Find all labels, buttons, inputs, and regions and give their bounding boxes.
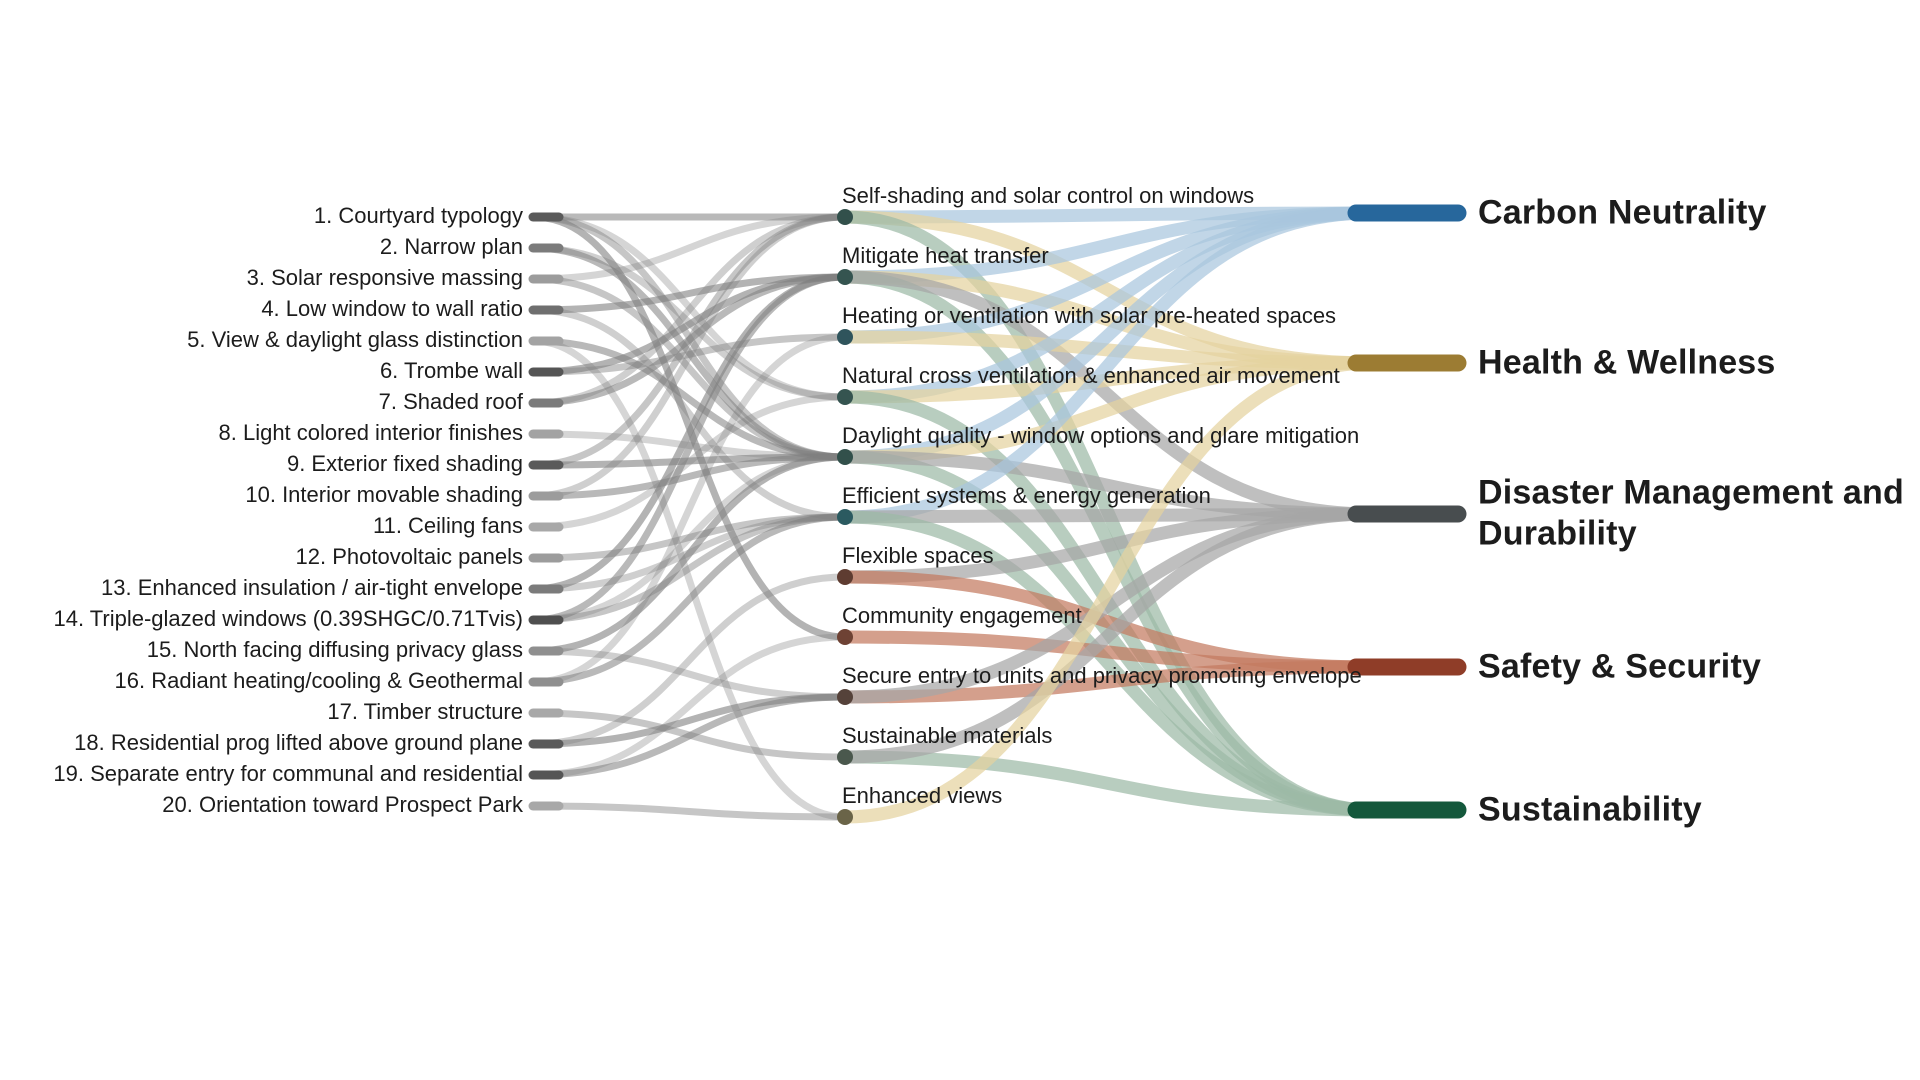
outcome-label: Sustainable materials: [842, 723, 1053, 748]
outcome-goal-ribbon: [838, 660, 1379, 704]
strategy-label: 15. North facing diffusing privacy glass: [146, 636, 523, 662]
strategy-outcome-ribbon: [529, 213, 849, 283]
outcome-label: Natural cross ventilation & enhanced air…: [842, 363, 1340, 388]
strategy-outcome-ribbon: [529, 213, 849, 469]
strategy-outcome-ribbon: [529, 633, 849, 779]
strategy-outcome-ribbon: [529, 273, 849, 624]
outcome-label: Self-shading and solar control on window…: [842, 183, 1255, 208]
strategy-outcome-ribbon: [529, 213, 849, 500]
outcome-label: Heating or ventilation with solar pre-he…: [842, 303, 1337, 328]
outcome-node: [837, 449, 853, 465]
strategy-outcome-ribbon: [529, 393, 849, 531]
outcome-label: Daylight quality - window options and gl…: [842, 423, 1360, 448]
strategy-outcome-ribbon: [529, 213, 849, 401]
outcome-node: [837, 269, 853, 285]
goal-label: Carbon Neutrality: [1478, 193, 1767, 232]
strategy-outcome-ribbon: [529, 802, 849, 821]
outcome-node: [837, 389, 853, 405]
strategy-outcome-ribbon: [529, 306, 849, 521]
strategy-outcome-ribbon: [529, 513, 849, 562]
outcome-goal-ribbon: [838, 510, 1379, 817]
strategy-outcome-ribbon: [529, 513, 849, 686]
goal-label: Sustainability: [1478, 790, 1702, 829]
strategy-label: 13. Enhanced insulation / air-tight enve…: [101, 574, 523, 600]
outcome-node: [837, 509, 853, 525]
strategy-label: 14. Triple-glazed windows (0.39SHGC/0.71…: [53, 605, 523, 631]
outcome-label: Community engagement: [842, 603, 1082, 628]
strategy-label: 3. Solar responsive massing: [246, 264, 523, 290]
strategy-outcome-ribbon: [529, 244, 849, 461]
strategy-label: 11. Ceiling fans: [372, 512, 523, 538]
strategy-label: 10. Interior movable shading: [245, 481, 523, 507]
strategy-outcome-ribbon: [529, 337, 849, 461]
strategy-label: 20. Orientation toward Prospect Park: [162, 791, 523, 817]
strategy-label: 19. Separate entry for communal and resi…: [53, 760, 523, 786]
outcome-goal-ribbon: [838, 270, 1379, 521]
strategy-label: 5. View & daylight glass distinction: [187, 326, 523, 352]
strategy-label: 2. Narrow plan: [379, 233, 523, 259]
strategy-outcome-ribbon: [529, 453, 849, 500]
outcome-node: [837, 689, 853, 705]
strategy-label: 6. Trombe wall: [379, 357, 523, 383]
strategy-label: 7. Shaded roof: [378, 388, 523, 414]
strategy-label: 18. Residential prog lifted above ground…: [74, 729, 523, 755]
outcome-node: [837, 809, 853, 825]
outcome-label: Enhanced views: [842, 783, 1003, 808]
outcome-goal-ribbon: [838, 507, 1379, 764]
outcome-label: Efficient systems & energy generation: [842, 483, 1211, 508]
outcome-goal-ribbon: [838, 356, 1379, 464]
outcome-goal-ribbon: [838, 750, 1379, 817]
goal-label: Safety & Security: [1478, 647, 1762, 686]
outcome-goal-ribbon: [838, 356, 1379, 824]
strategy-label: 16. Radiant heating/cooling & Geothermal: [114, 667, 523, 693]
strategy-label: 8. Light colored interior finishes: [218, 419, 524, 445]
strategy-outcome-ribbon: [529, 693, 849, 779]
outcome-node: [837, 629, 853, 645]
strategy-label: 1. Courtyard typology: [313, 202, 523, 228]
strategy-label: 12. Photovoltaic panels: [295, 543, 524, 569]
outcome-node: [837, 329, 853, 345]
goal-label: Disaster Management and Durability: [1478, 473, 1904, 553]
outcome-goal-ribbon: [838, 206, 1379, 524]
outcome-node: [837, 209, 853, 225]
outcome-node: [837, 569, 853, 585]
strategy-outcome-ribbon: [529, 273, 849, 407]
strategy-outcome-ribbon: [529, 333, 849, 686]
strategy-label: 17. Timber structure: [327, 698, 523, 724]
strategy-outcome-ribbon: [529, 573, 849, 748]
strategy-label: 4. Low window to wall ratio: [261, 295, 523, 321]
strategy-outcome-ribbon: [529, 647, 849, 701]
outcome-label: Flexible spaces: [842, 543, 994, 568]
strategy-outcome-ribbon: [529, 453, 849, 655]
outcome-node: [837, 749, 853, 765]
outcome-label: Secure entry to units and privacy promot…: [842, 663, 1362, 688]
outcome-label: Mitigate heat transfer: [842, 243, 1049, 268]
strategy-label: 9. Exterior fixed shading: [286, 450, 523, 476]
goal-label: Health & Wellness: [1478, 343, 1776, 382]
